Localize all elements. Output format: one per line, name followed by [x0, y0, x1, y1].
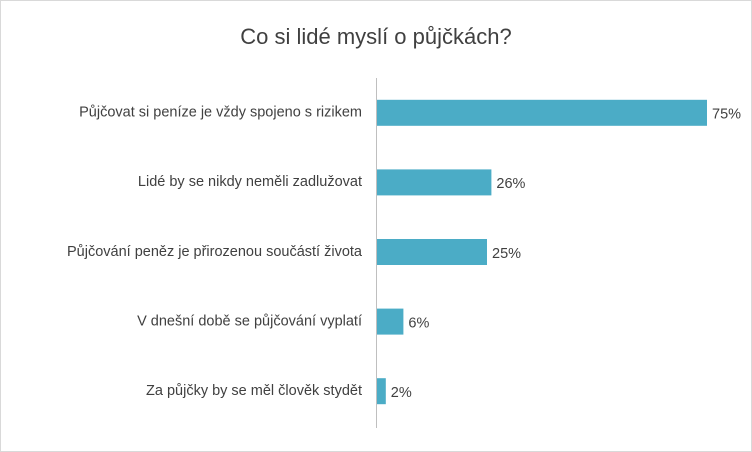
value-label: 75% — [712, 107, 741, 123]
category-label: Půjčovat si peníze je vždy spojeno s riz… — [79, 105, 362, 121]
category-label: V dnešní době se půjčování vyplatí — [137, 313, 362, 329]
category-label: Půjčování peněz je přirozenou součástí ž… — [67, 244, 363, 260]
bar — [377, 308, 404, 335]
value-label: 25% — [492, 246, 521, 262]
category-label: Lidé by se nikdy neměli zadlužovat — [138, 174, 362, 190]
bar — [377, 169, 492, 196]
value-label: 2% — [391, 385, 412, 401]
bar — [377, 378, 386, 405]
bar — [377, 239, 487, 265]
bar — [377, 99, 707, 126]
chart-title: Co si lidé myslí o půjčkách? — [240, 24, 511, 49]
category-label: Za půjčky by se měl člověk stydět — [146, 383, 362, 399]
value-label: 6% — [408, 315, 429, 331]
value-label: 26% — [496, 176, 525, 192]
